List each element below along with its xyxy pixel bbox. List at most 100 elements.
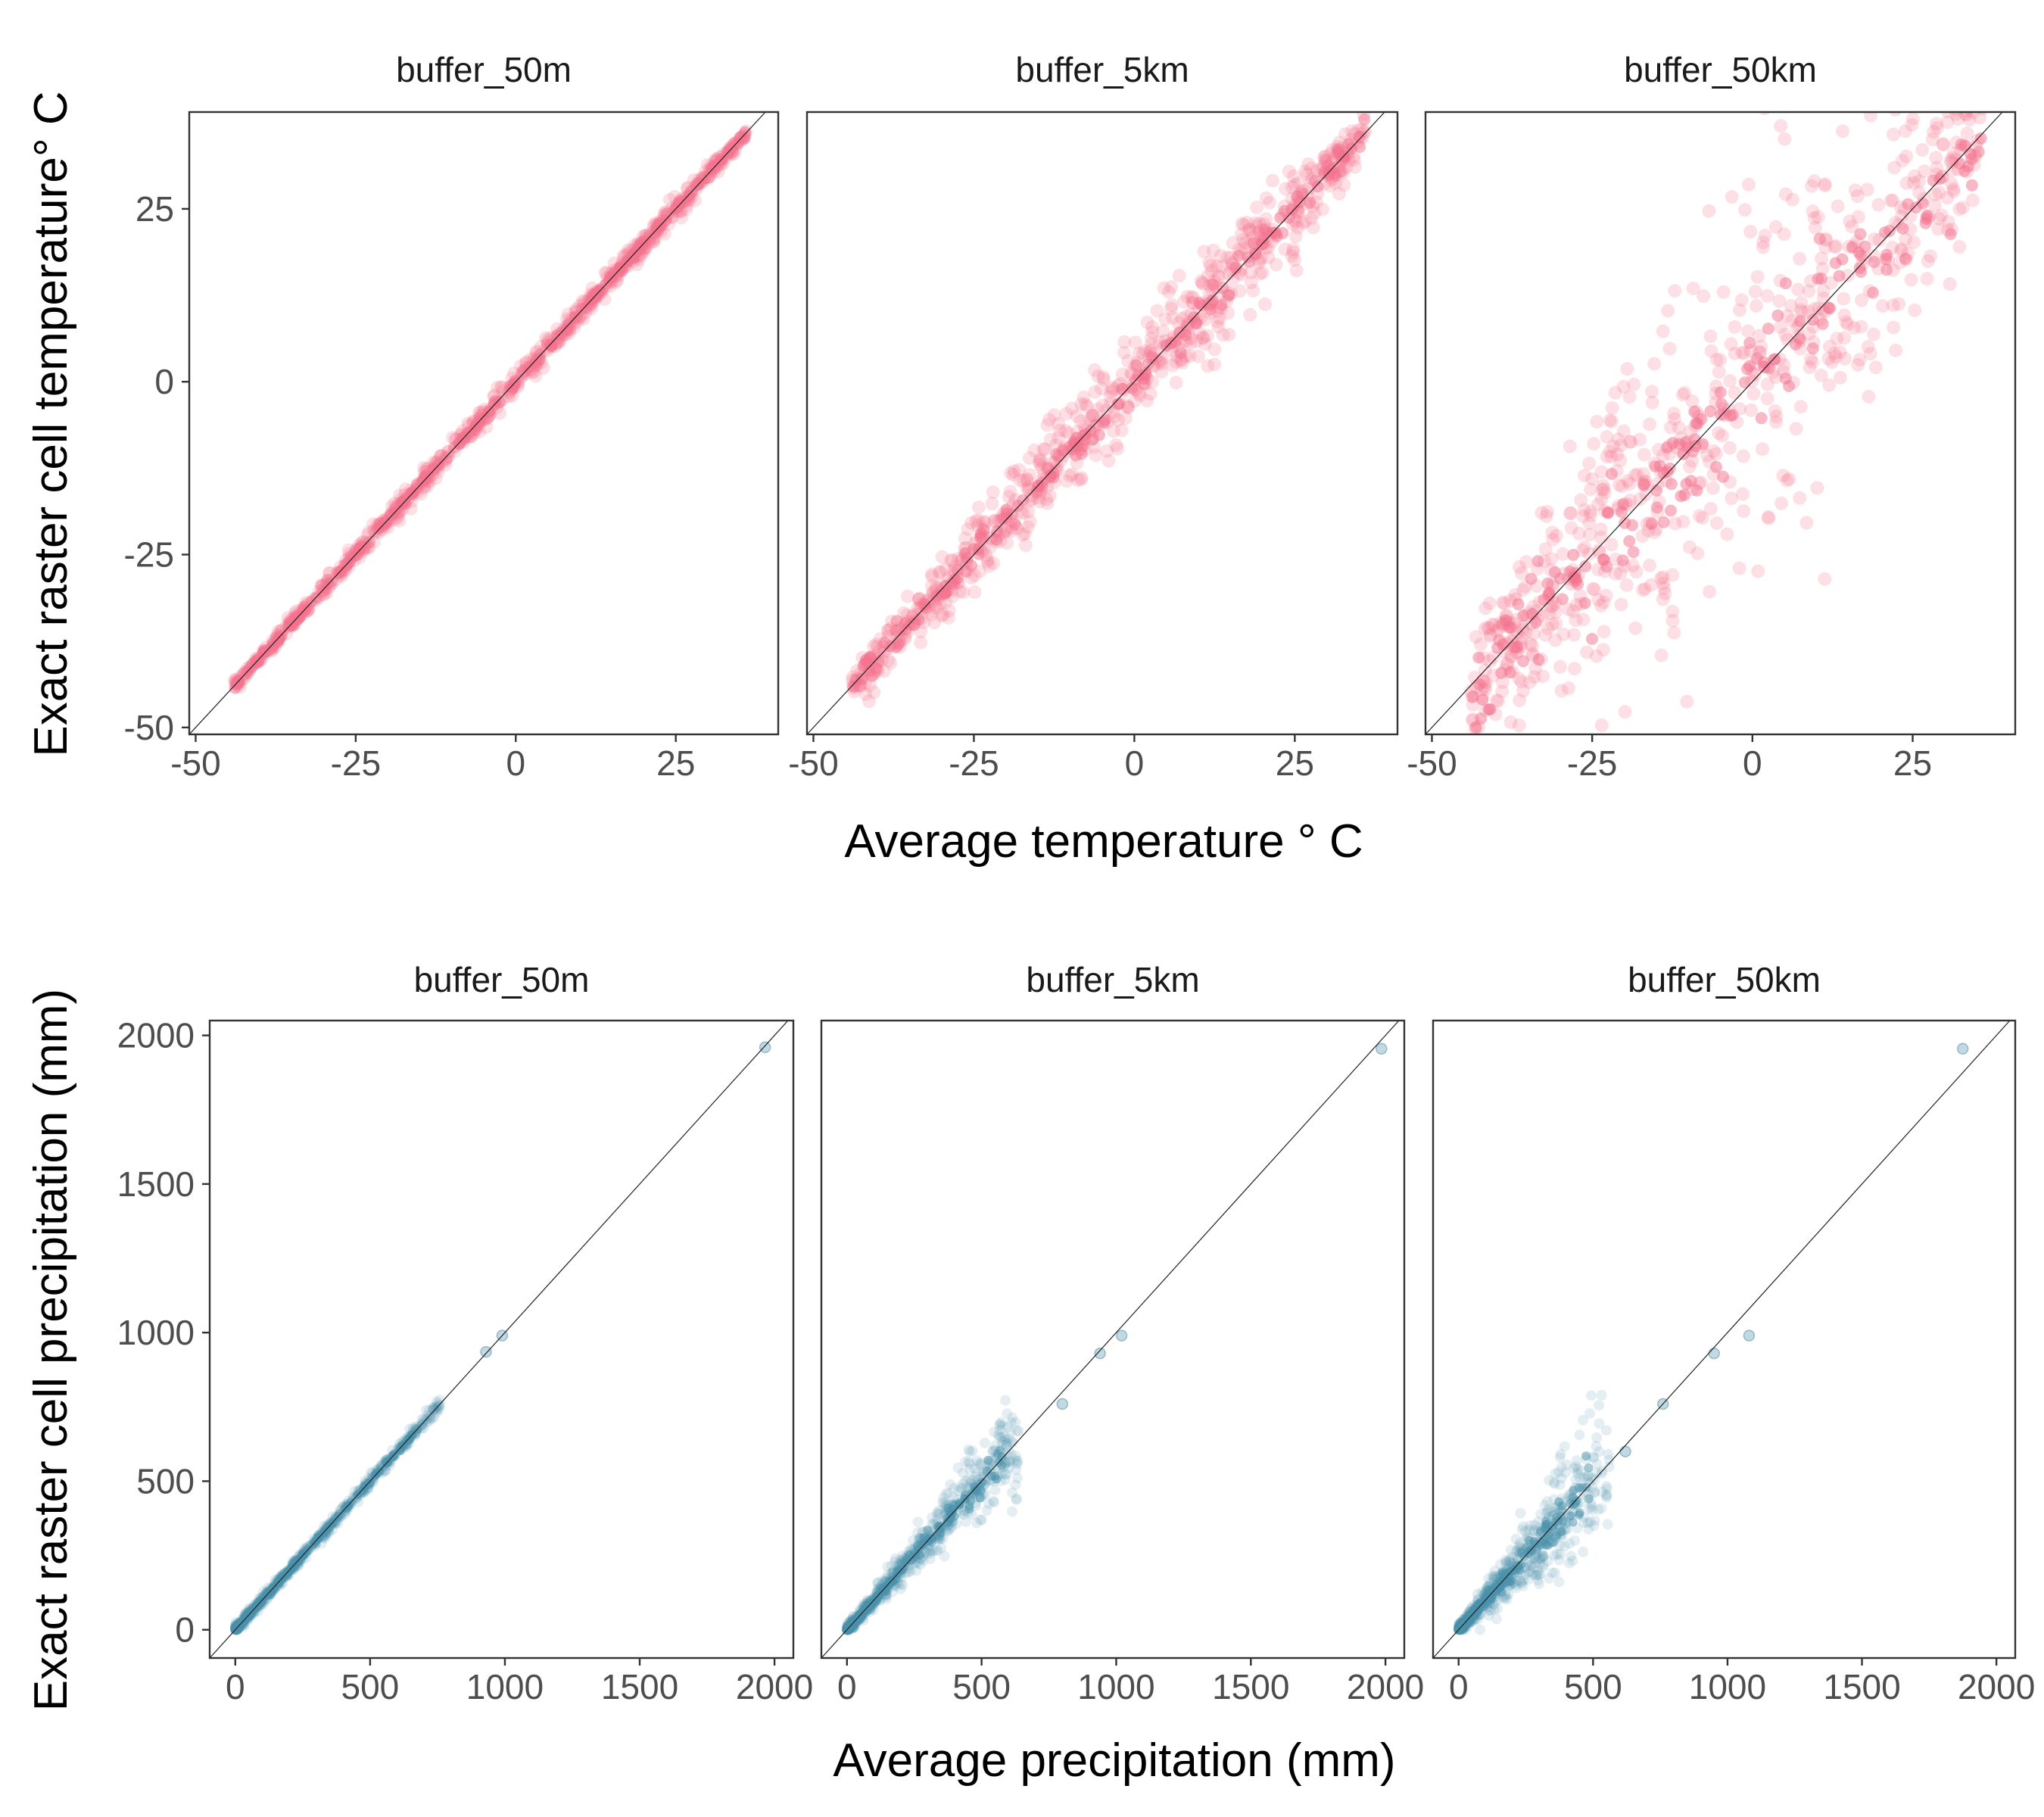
- temp-point: [1117, 335, 1132, 349]
- temp-point: [944, 553, 958, 567]
- temp-point: [1516, 583, 1530, 597]
- temp-point: [1021, 504, 1036, 519]
- temp-point: [1201, 329, 1214, 343]
- temp-point: [1833, 370, 1847, 385]
- temp-point: [1848, 183, 1862, 198]
- temp-point: [1714, 386, 1727, 399]
- temp-point: [1596, 478, 1610, 493]
- temp-point: [1836, 124, 1849, 139]
- temp-point: [1760, 391, 1774, 406]
- temp-point: [1282, 164, 1296, 179]
- temp-point: [1085, 409, 1099, 422]
- precip-point: [1586, 1390, 1597, 1401]
- temp-point: [1255, 266, 1270, 280]
- temp-point: [1762, 323, 1774, 335]
- temp-point: [1192, 326, 1207, 340]
- temp-point: [867, 640, 880, 653]
- precip-point: [964, 1458, 975, 1469]
- temp-point: [1618, 705, 1632, 719]
- temp-point: [1307, 206, 1322, 220]
- temp-point: [1157, 281, 1171, 295]
- temp-point: [551, 329, 564, 342]
- precip-point: [1538, 1559, 1550, 1570]
- temp-point: [1063, 469, 1077, 483]
- temp-y-tick-label: -25: [124, 535, 174, 575]
- temp-point: [1808, 301, 1821, 316]
- temp-point: [1815, 251, 1829, 266]
- temp-point: [1712, 365, 1726, 379]
- temp-point: [1033, 452, 1047, 466]
- temp-point: [1780, 473, 1794, 488]
- precip-point: [1586, 1501, 1597, 1513]
- temp-point: [1905, 112, 1920, 126]
- temp-point: [1715, 397, 1728, 410]
- precip-point: [1593, 1504, 1604, 1515]
- precip-point: [1575, 1465, 1586, 1476]
- precip-point: [1594, 1400, 1604, 1411]
- temp-point: [1286, 170, 1301, 183]
- temp-point: [1931, 222, 1946, 236]
- precip-point: [1531, 1569, 1542, 1581]
- precipitation-y-axis-title: Exact raster cell precipitation (mm): [25, 989, 77, 1711]
- temp-point: [1508, 587, 1522, 602]
- temp-point: [1586, 632, 1598, 645]
- temp-point: [1818, 572, 1832, 586]
- precip-point: [428, 1403, 439, 1414]
- precip-point: [432, 1405, 444, 1417]
- temp-point: [1837, 308, 1852, 323]
- temp-point: [1538, 594, 1550, 606]
- temp-point: [1279, 182, 1293, 196]
- precip-point: [1563, 1557, 1575, 1569]
- temp-point: [1104, 385, 1118, 399]
- temp-point: [1725, 491, 1739, 506]
- precip-point: [974, 1457, 985, 1469]
- temp-point: [956, 585, 971, 600]
- temp-point: [1650, 484, 1662, 497]
- precip-point: [1578, 1546, 1589, 1557]
- temp-point: [1196, 331, 1211, 345]
- temp-point: [1232, 284, 1247, 298]
- temp-point: [927, 616, 942, 630]
- temp-point: [1839, 315, 1853, 329]
- temp-point: [1743, 337, 1756, 349]
- temp-point: [1880, 253, 1893, 266]
- temp-point: [1589, 649, 1603, 663]
- precip-point: [1003, 1433, 1014, 1445]
- temp-point: [1864, 112, 1878, 123]
- precip-point: [1531, 1569, 1542, 1580]
- temp-point: [1895, 154, 1909, 168]
- temp-point: [1802, 326, 1816, 341]
- temp-point: [1516, 684, 1531, 698]
- precip-point: [1589, 1486, 1600, 1498]
- temp-point: [1756, 442, 1770, 457]
- precip-point: [1482, 1591, 1491, 1601]
- precip-point: [1544, 1475, 1555, 1486]
- temp-point: [1628, 468, 1642, 482]
- temp-point: [1710, 460, 1722, 473]
- temp-point: [1074, 397, 1089, 411]
- temp-point: [890, 615, 903, 628]
- temp-point: [936, 607, 950, 622]
- temp-point: [1111, 398, 1124, 410]
- temp-point: [1889, 98, 1902, 111]
- temp-point: [1077, 440, 1089, 453]
- temp-point: [1696, 511, 1710, 525]
- precip-point: [1591, 1458, 1603, 1469]
- temp-point: [1656, 324, 1670, 338]
- temp-point: [1894, 209, 1908, 223]
- precip-point: [1007, 1487, 1018, 1498]
- temp-point: [1145, 337, 1159, 351]
- temp-point: [1838, 351, 1852, 366]
- precip-point: [940, 1488, 952, 1499]
- temp-point: [1016, 528, 1030, 542]
- temp-point: [1176, 295, 1191, 309]
- temp-point: [1600, 450, 1614, 464]
- temp-point: [1117, 345, 1131, 360]
- temp-point: [1353, 131, 1366, 143]
- temp-point: [1885, 43, 1899, 57]
- temp-point: [1266, 173, 1280, 188]
- precip-point: [432, 1398, 444, 1409]
- temp-point: [1007, 464, 1021, 478]
- temp-point: [1118, 411, 1133, 425]
